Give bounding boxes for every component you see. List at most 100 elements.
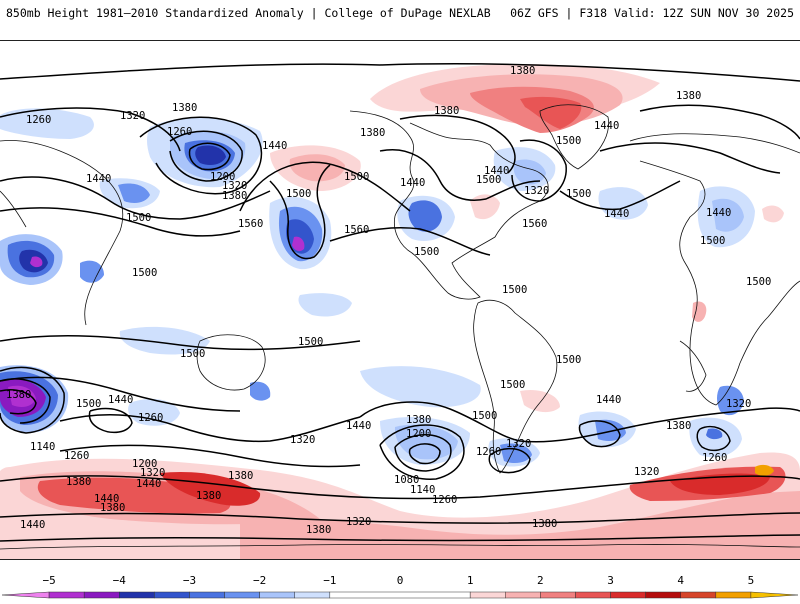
contour-1500-west xyxy=(0,207,241,237)
contour-label: 1380 xyxy=(228,470,253,482)
contour-label: 1500 xyxy=(76,398,101,410)
contour-label: 1440 xyxy=(94,493,119,505)
contour-label: 1500 xyxy=(566,188,591,200)
contour-low-sw-3 xyxy=(0,389,37,415)
contour-label: 1380 xyxy=(676,90,701,102)
contour-label: 1500 xyxy=(180,348,205,360)
contour-label: 1440 xyxy=(346,420,371,432)
contour-label: 1320 xyxy=(506,438,531,450)
colorbar-ticks: −5 −4 −3 −2 −1 0 1 2 3 4 5 xyxy=(42,574,754,587)
contour-1380-na xyxy=(399,114,516,174)
contour-label: 1440 xyxy=(594,120,619,132)
map-title: 850mb Height 1981–2010 Standardized Anom… xyxy=(6,6,491,20)
contour-1440-west xyxy=(0,176,271,220)
contour-low-s-ind xyxy=(696,425,731,452)
contour-label: 1260 xyxy=(138,412,163,424)
contour-label: 1500 xyxy=(298,336,323,348)
contour-1260-south xyxy=(59,414,361,443)
contour-1320-south xyxy=(59,444,361,468)
colorbar-tick-label: −2 xyxy=(253,574,266,587)
north-america-coast xyxy=(349,110,549,300)
contour-label: 1380 xyxy=(172,102,197,114)
contour-1380-eu xyxy=(639,104,800,140)
contour-label: 1200 xyxy=(406,428,431,440)
contour-label: 1440 xyxy=(484,165,509,177)
contour-label: 1380 xyxy=(6,389,31,401)
contour-labels: 1380 1320 1260 1380 1260 1440 1440 1200 … xyxy=(6,65,771,536)
africa-south-coast xyxy=(679,340,707,392)
colorbar-bin xyxy=(540,591,576,599)
contour-label: 1380 xyxy=(406,414,431,426)
contour-label: 1440 xyxy=(400,177,425,189)
contour-label: 1380 xyxy=(434,105,459,117)
contour-label: 1260 xyxy=(432,494,457,506)
anomaly-map: 1380 1320 1260 1380 1260 1440 1440 1200 … xyxy=(0,41,800,559)
contour-label: 1380 xyxy=(532,518,557,530)
contour-label: 1080 xyxy=(394,474,419,486)
contour-label: 1380 xyxy=(666,420,691,432)
australia-coast xyxy=(196,334,266,391)
contour-label: 1380 xyxy=(66,476,91,488)
contour-label: 1320 xyxy=(524,185,549,197)
colorbar-bin xyxy=(505,591,541,599)
contour-label: 1440 xyxy=(136,478,161,490)
contour-low-s-2 xyxy=(394,434,452,472)
contour-1320-lab xyxy=(511,139,567,202)
contour-low-pacific-2 xyxy=(169,130,243,182)
colorbar-svg: −5 −4 −3 −2 −1 0 1 2 3 4 5 xyxy=(1,574,799,599)
asia-coast xyxy=(0,140,124,326)
contour-low-sw-1 xyxy=(0,366,65,434)
colorbar-bin xyxy=(329,591,471,599)
world-map-panel: 1380 1320 1260 1380 1260 1440 1440 1200 … xyxy=(0,40,800,560)
colorbar-bin xyxy=(224,591,260,599)
contour-label: 1440 xyxy=(108,394,133,406)
contour-label: 1500 xyxy=(472,410,497,422)
height-contours xyxy=(0,63,800,542)
colorbar-bin xyxy=(610,591,646,599)
colorbar-bin xyxy=(1,591,50,599)
contour-1320-nw xyxy=(0,107,181,152)
contour-label: 1500 xyxy=(132,267,157,279)
contour-label: 1500 xyxy=(344,171,369,183)
contour-label: 1200 xyxy=(210,171,235,183)
colorbar-bin xyxy=(48,591,85,599)
contour-1380-circumpolar xyxy=(0,512,800,524)
colorbar-bin xyxy=(715,591,752,599)
contour-label: 1320 xyxy=(726,398,751,410)
contour-1380-north xyxy=(0,63,800,82)
contour-label: 1380 xyxy=(360,127,385,139)
contour-label: 1500 xyxy=(746,276,771,288)
colorbar-bins xyxy=(1,591,799,599)
contour-label: 1320 xyxy=(120,110,145,122)
colorbar: −5 −4 −3 −2 −1 0 1 2 3 4 5 xyxy=(0,566,800,600)
contour-label: 1440 xyxy=(604,208,629,220)
contour-label: 1260 xyxy=(26,114,51,126)
contour-label: 1380 xyxy=(222,190,247,202)
colorbar-tick-label: −3 xyxy=(183,574,196,587)
contour-1560-central xyxy=(329,227,491,256)
contour-label: 1500 xyxy=(700,235,725,247)
colorbar-tick-label: 3 xyxy=(607,574,614,587)
contour-1140-low xyxy=(88,407,133,434)
colorbar-tick-label: −5 xyxy=(42,574,55,587)
contour-label: 1440 xyxy=(86,173,111,185)
contour-label: 1500 xyxy=(126,212,151,224)
contour-low-pacific-3 xyxy=(188,142,231,171)
antarctica-coast xyxy=(0,544,800,550)
contour-label: 1320 xyxy=(290,434,315,446)
contour-label: 1500 xyxy=(500,379,525,391)
contour-low-s-1 xyxy=(379,424,465,480)
contour-label: 1440 xyxy=(706,207,731,219)
colorbar-tick-label: 2 xyxy=(537,574,544,587)
contour-label: 1560 xyxy=(522,218,547,230)
contour-low-s-3 xyxy=(408,443,441,465)
colorbar-bin xyxy=(294,591,331,599)
contour-label: 1440 xyxy=(262,140,287,152)
contour-label: 1440 xyxy=(20,519,45,531)
contour-label: 1560 xyxy=(344,224,369,236)
contour-label: 1320 xyxy=(634,466,659,478)
contour-1440-eu xyxy=(599,142,781,174)
contour-label: 1380 xyxy=(510,65,535,77)
contour-label: 1500 xyxy=(476,174,501,186)
contour-low-pacific-1 xyxy=(139,116,263,195)
